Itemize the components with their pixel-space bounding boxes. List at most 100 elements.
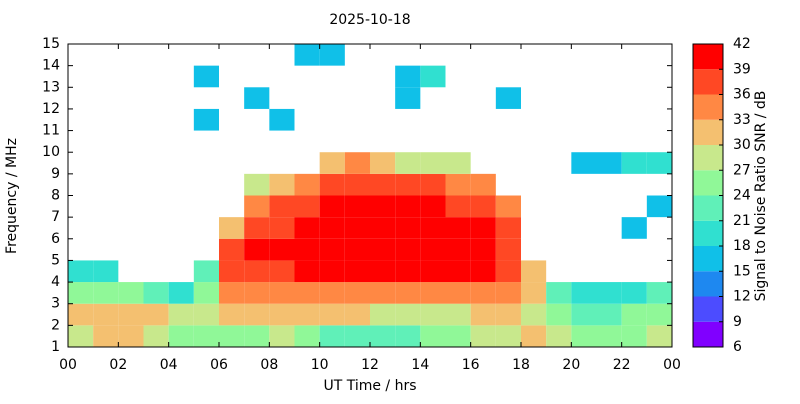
heat-cell [344,325,370,347]
heat-cell [244,87,270,109]
x-tick-label: 16 [462,357,480,373]
heat-cell [370,238,396,261]
heat-cell [495,325,521,347]
colorbar-label: Signal to Noise Ratio SNR / dB [753,91,769,302]
heat-cell [395,152,421,174]
heat-cell [445,303,471,326]
heat-cell [546,325,572,347]
colorbar-tick-label: 39 [733,61,751,77]
heat-cell [269,303,295,326]
y-tick-label: 10 [42,144,60,160]
heat-cell [294,195,320,218]
y-tick-label: 3 [51,296,60,312]
heat-cell [420,65,446,88]
heat-cell [244,238,270,261]
heat-cell [470,195,496,218]
heat-cell [319,260,345,283]
heat-cell [596,303,622,326]
colorbar-tick-label: 18 [733,238,751,254]
heat-cell [445,152,471,174]
heat-cell [445,173,471,196]
heat-cell [244,195,270,218]
heat-cell [68,260,94,283]
heat-cell [495,260,521,283]
heat-cell [344,260,370,283]
heat-cell [470,282,496,304]
heat-cell [344,217,370,239]
heat-cell [495,238,521,261]
heat-cell [596,325,622,347]
heat-cell [118,282,144,304]
colorbar-segment [693,69,723,95]
heat-cell [445,260,471,283]
heat-cell [294,44,320,66]
heat-cell [244,303,270,326]
heat-cell [294,173,320,196]
heat-cell [495,282,521,304]
heat-cell [193,303,219,326]
x-axis-label: UT Time / hrs [323,378,416,394]
heat-cell [420,303,446,326]
y-tick-label: 5 [51,252,60,268]
colorbar-segment [693,296,723,322]
heat-cell [571,303,597,326]
heat-cell [370,282,396,304]
heat-cell [344,195,370,218]
colorbar-segment [693,145,723,171]
heat-cell [344,173,370,196]
heat-cell [646,303,672,326]
heat-cell [319,238,345,261]
heat-cell [395,217,421,239]
heat-cell [118,325,144,347]
heat-cell [445,195,471,218]
heat-cell [370,217,396,239]
heat-cell [294,282,320,304]
x-tick-label: 00 [59,357,77,373]
heat-cell [470,260,496,283]
y-axis-label: Frequency / MHz [4,138,20,254]
heat-cell [344,282,370,304]
heat-cell [294,238,320,261]
heat-cell [420,238,446,261]
x-tick-label: 20 [562,357,580,373]
heat-cell [68,303,94,326]
y-tick-label: 4 [51,274,60,290]
heat-cell [646,152,672,174]
heat-cell [269,282,295,304]
y-tick-label: 6 [51,231,60,247]
heat-cell [344,303,370,326]
heat-cell [420,260,446,283]
heat-cell [646,195,672,218]
heat-cell [395,238,421,261]
heat-cell [395,87,421,109]
heat-cell [470,217,496,239]
y-tick-label: 9 [51,166,60,182]
heat-cell [420,195,446,218]
heat-cell [269,173,295,196]
heat-cell [269,195,295,218]
heat-cell [495,87,521,109]
heat-cell [445,282,471,304]
heat-cell [420,217,446,239]
colorbar-tick-label: 6 [733,339,742,355]
heat-cell [193,260,219,283]
heat-cell [294,325,320,347]
heat-cell [93,303,119,326]
heat-cell [319,282,345,304]
heat-cell [445,325,471,347]
x-tick-label: 18 [512,357,530,373]
heat-cell [521,325,547,347]
heat-cell [219,282,245,304]
y-tick-label: 13 [42,79,60,95]
colorbar-segment [693,44,723,70]
colorbar-tick-label: 30 [733,137,751,153]
colorbar-tick-label: 33 [733,112,751,128]
heat-cell [344,152,370,174]
y-tick-label: 8 [51,188,60,204]
colorbar-tick-label: 15 [733,263,751,279]
heat-cell [269,238,295,261]
heat-cell [168,282,194,304]
heat-cell [395,65,421,88]
heat-cell [546,282,572,304]
heat-cell [646,282,672,304]
